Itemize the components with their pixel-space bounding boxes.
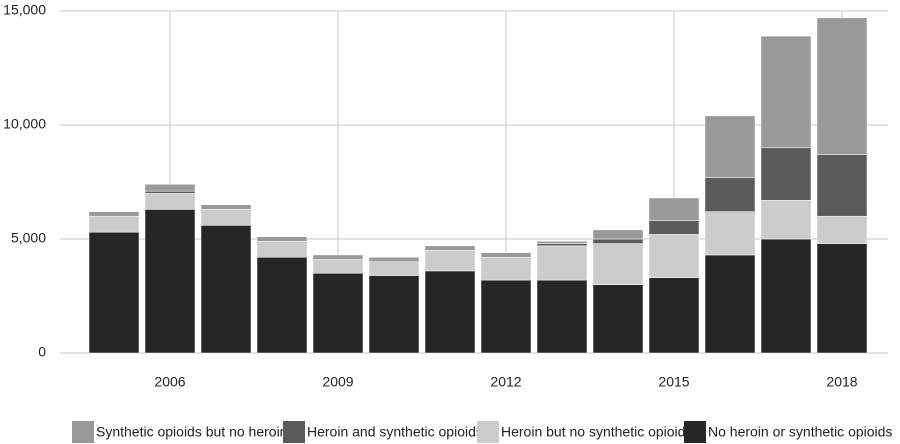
- bar-segment: [592, 238, 644, 244]
- bar-segment: [256, 236, 308, 242]
- x-tick-label: 2012: [490, 374, 521, 390]
- legend-label: Synthetic opioids but no heroin: [96, 424, 287, 440]
- bar-segment: [368, 261, 420, 276]
- bar-segment: [368, 275, 420, 354]
- bar-segment: [816, 154, 868, 217]
- bar-segment: [536, 245, 588, 281]
- bar-segment: [144, 193, 196, 210]
- bar-segment: [424, 250, 476, 272]
- y-tick-label: 0: [38, 344, 46, 360]
- bar-segment: [536, 279, 588, 354]
- bar-segment: [760, 147, 812, 201]
- bar-segment: [200, 225, 252, 354]
- bar-segment: [648, 197, 700, 222]
- y-tick-label: 5,000: [11, 230, 46, 246]
- x-tick-label: 2015: [658, 374, 689, 390]
- bar-segment: [312, 272, 364, 354]
- bar-segment: [88, 211, 140, 217]
- bar-segment: [816, 17, 868, 155]
- bar-segment: [816, 243, 868, 354]
- legend-swatch: [72, 421, 94, 443]
- y-tick-label: 15,000: [3, 2, 46, 18]
- bar-segment: [816, 215, 868, 244]
- legend-label: Heroin and synthetic opioids: [307, 424, 483, 440]
- legend-label: Heroin but no synthetic opioids: [501, 424, 692, 440]
- bar-segment: [256, 256, 308, 354]
- y-tick-label: 10,000: [3, 116, 46, 132]
- x-tick-label: 2006: [154, 374, 185, 390]
- bar-segment: [88, 215, 140, 233]
- bar-segment: [144, 190, 196, 194]
- bar-segment: [144, 209, 196, 354]
- bar-segment: [480, 252, 532, 258]
- bar-segment: [424, 245, 476, 251]
- bar-segment: [760, 199, 812, 240]
- bar-segment: [312, 259, 364, 274]
- bar-segment: [704, 211, 756, 256]
- bar-segment: [704, 115, 756, 178]
- bar-segment: [536, 243, 588, 247]
- bar-segment: [592, 229, 644, 240]
- bar-segment: [480, 256, 532, 281]
- bar-segment: [760, 35, 812, 149]
- bar-segment: [88, 231, 140, 354]
- bar-segment: [312, 254, 364, 260]
- bar-segment: [648, 220, 700, 235]
- legend-swatch: [283, 421, 305, 443]
- bar-segment: [200, 204, 252, 210]
- bar-segment: [704, 177, 756, 212]
- bar-segment: [368, 256, 420, 263]
- bar-segment: [704, 254, 756, 354]
- legend-label: No heroin or synthetic opioids: [708, 424, 892, 440]
- x-tick-label: 2009: [322, 374, 353, 390]
- legend-swatch: [477, 421, 499, 443]
- bar-segment: [536, 241, 588, 244]
- bar-segment: [480, 279, 532, 354]
- bar-segment: [256, 241, 308, 258]
- bar-segment: [648, 234, 700, 279]
- bar-segment: [760, 238, 812, 354]
- bar-segment: [144, 184, 196, 192]
- bar-segment: [424, 270, 476, 354]
- bar-segment: [200, 209, 252, 226]
- legend-swatch: [684, 421, 706, 443]
- x-tick-label: 2018: [826, 374, 857, 390]
- bar-segment: [592, 284, 644, 354]
- bar-segment: [648, 277, 700, 354]
- bar-segment: [592, 243, 644, 285]
